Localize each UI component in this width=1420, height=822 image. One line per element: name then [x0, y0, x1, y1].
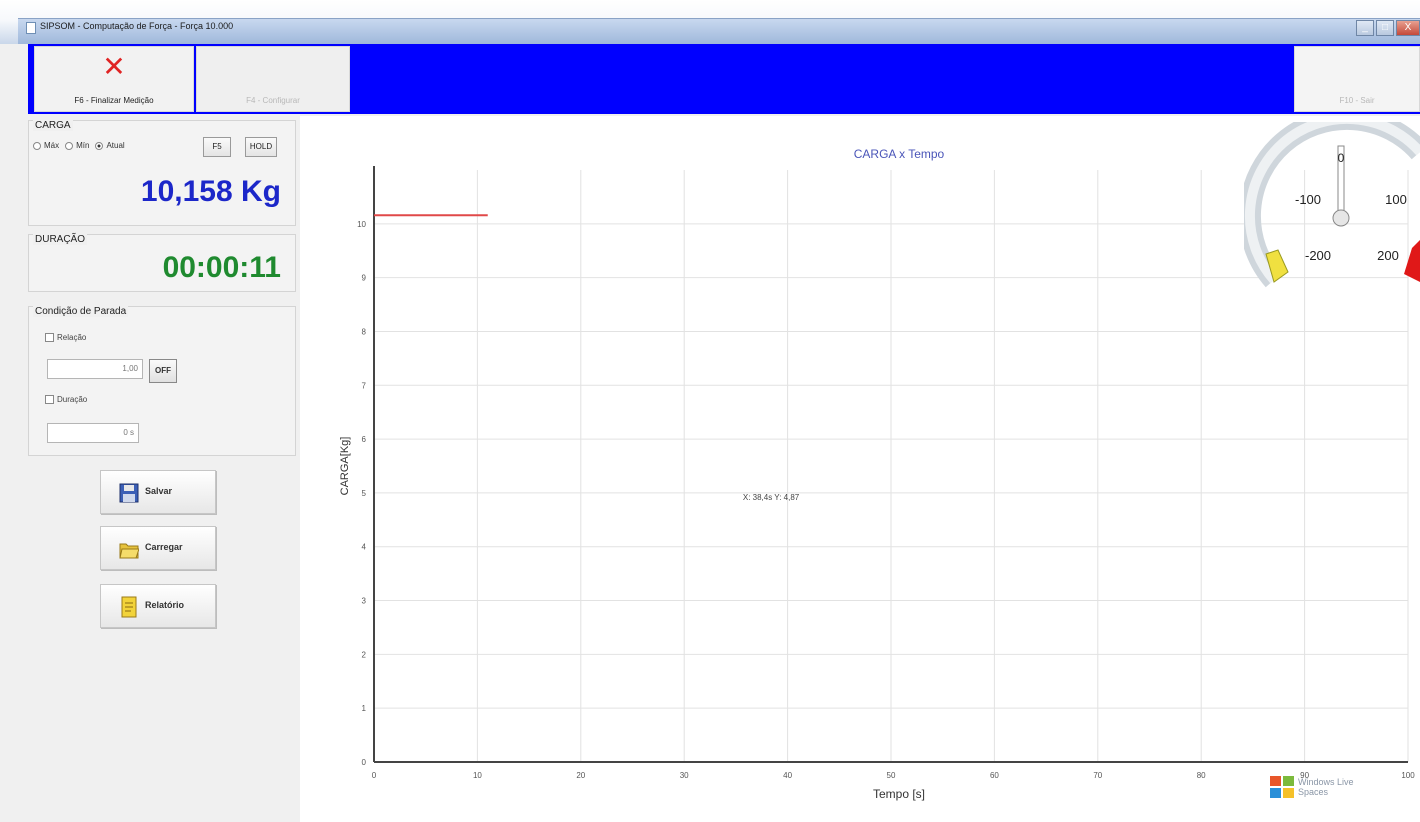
carga-mode-radios: Máx Mín Atual	[33, 141, 125, 150]
y-tick-label: 7	[362, 381, 367, 390]
stop-condition-group: Condição de Parada Relação 1,00 OFF Dura…	[28, 306, 296, 456]
y-tick-label: 4	[362, 543, 367, 552]
carga-group-title: CARGA	[33, 120, 73, 131]
chart-title: CARGA x Tempo	[854, 147, 945, 161]
load-time-chart: 0 10 20 30 40 50 60 70 80 90 100 0 1 2 3 4 5 6 7 8 9 10 CARGA …	[339, 147, 1415, 801]
gauge-high-zone	[1404, 240, 1420, 282]
gauge-label-100: 100	[1385, 192, 1407, 207]
gauge-label-minus-100: -100	[1295, 192, 1321, 207]
chart-area: 0 10 20 30 40 50 60 70 80 90 100 0 1 2 3 4 5 6 7 8 9 10 CARGA …	[300, 116, 1420, 822]
y-tick-label: 8	[362, 327, 367, 336]
duracao-group: DURAÇÃO 00:00:11	[28, 234, 296, 292]
exit-button[interactable]: F10 - Sair	[1294, 46, 1420, 112]
y-tick-label: 1	[362, 704, 367, 713]
toolbar: ✕ F6 - Finalizar Medição F4 - Configurar…	[28, 44, 1420, 114]
exit-label: F10 - Sair	[1339, 96, 1375, 105]
window-title: SIPSOM - Computação de Força - Força 10.…	[40, 21, 234, 31]
close-x-icon: ✕	[102, 51, 126, 82]
relacao-checkbox[interactable]: Relação	[45, 333, 86, 343]
load-button[interactable]: Carregar	[100, 526, 216, 570]
report-icon	[121, 596, 137, 618]
duracao-input[interactable]: 0 s	[47, 423, 139, 443]
x-tick-label: 100	[1401, 771, 1415, 780]
hold-button[interactable]: HOLD	[245, 137, 277, 157]
configure-label: F4 - Configurar	[246, 96, 300, 105]
app-icon	[26, 22, 36, 34]
radio-max[interactable]: Máx	[33, 141, 59, 150]
y-tick-label: 0	[362, 758, 367, 767]
x-tick-label: 40	[783, 771, 792, 780]
y-tick-label: 10	[357, 220, 366, 229]
windows-logo-icon	[1270, 776, 1294, 798]
gauge-low-zone	[1265, 249, 1289, 283]
gauge-label-minus-200: -200	[1305, 248, 1331, 263]
x-axis-label: Tempo [s]	[873, 787, 925, 801]
y-tick-label: 3	[362, 597, 367, 606]
y-tick-label: 9	[362, 274, 367, 283]
folder-open-icon	[119, 543, 139, 559]
window-controls: _ □ X	[1356, 20, 1420, 40]
gauge-hub	[1332, 209, 1350, 227]
save-button[interactable]: Salvar	[100, 470, 216, 514]
x-tick-label: 60	[990, 771, 999, 780]
watermark-text: Windows Live Spaces	[1298, 777, 1354, 797]
gauge-label-0: 0	[1338, 151, 1345, 165]
duracao-value: 00:00:11	[162, 251, 281, 284]
left-panel: CARGA Máx Mín Atual F5 HOLD 10,158 Kg DU…	[0, 116, 300, 822]
configure-button[interactable]: F4 - Configurar	[196, 46, 350, 112]
x-tick-label: 50	[887, 771, 896, 780]
save-label: Salvar	[145, 486, 173, 496]
minimize-button[interactable]: _	[1356, 20, 1374, 36]
y-tick-label: 5	[362, 489, 367, 498]
watermark: Windows Live Spaces	[1270, 776, 1354, 798]
duracao-checkbox[interactable]: Duração	[45, 395, 87, 405]
radio-min[interactable]: Mín	[65, 141, 89, 150]
finalize-measurement-label: F6 - Finalizar Medição	[74, 96, 154, 105]
x-tick-label: 90	[1300, 771, 1309, 780]
x-tick-label: 30	[680, 771, 689, 780]
title-strip	[18, 18, 1420, 44]
x-tick-label: 80	[1197, 771, 1206, 780]
off-button[interactable]: OFF	[149, 359, 177, 383]
maximize-button[interactable]: □	[1376, 20, 1394, 36]
x-tick-label: 10	[473, 771, 482, 780]
y-tick-label: 6	[362, 435, 367, 444]
radio-atual[interactable]: Atual	[95, 141, 125, 150]
carga-value: 10,158 Kg	[140, 175, 281, 208]
y-axis-label: CARGA[Kg]	[339, 437, 351, 496]
report-label: Relatório	[145, 600, 185, 610]
y-tick-label: 2	[362, 650, 367, 659]
carga-group: CARGA Máx Mín Atual F5 HOLD 10,158 Kg	[28, 120, 296, 226]
gauge-label-200: 200	[1377, 248, 1399, 263]
load-label: Carregar	[145, 542, 183, 552]
gauge-rim-inner	[1244, 122, 1420, 284]
x-tick-label: 0	[372, 771, 377, 780]
duracao-group-title: DURAÇÃO	[33, 234, 88, 245]
save-icon	[119, 483, 139, 503]
report-button[interactable]: Relatório	[100, 584, 216, 628]
load-gauge: 0 -100 100 -200 200	[1244, 122, 1420, 288]
finalize-measurement-button[interactable]: ✕ F6 - Finalizar Medição	[34, 46, 194, 112]
x-tick-label: 70	[1093, 771, 1102, 780]
cursor-annotation: X: 38,4s Y: 4,87	[743, 493, 800, 502]
relacao-input[interactable]: 1,00	[47, 359, 143, 379]
stop-condition-title: Condição de Parada	[33, 306, 129, 317]
close-button[interactable]: X	[1396, 20, 1420, 36]
x-tick-label: 20	[576, 771, 585, 780]
zero-button[interactable]: F5	[203, 137, 231, 157]
